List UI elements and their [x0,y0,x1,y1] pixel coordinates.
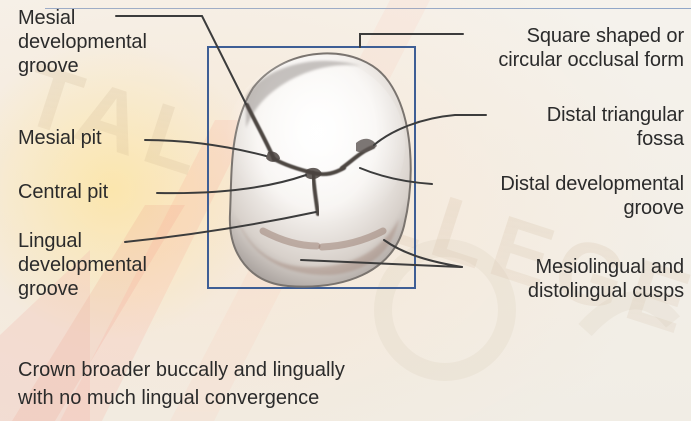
label-mesiolingual-distolingual-cusps-line1: Mesiolingual and [535,256,685,278]
label-central-pit: Central pit [18,181,109,203]
label-distal-triangular-fossa-line2: fossa [636,128,684,150]
label-square-shaped-occlusal-form-line1: Square shaped or [526,25,685,47]
leader-distal-triangular-fossa [373,114,487,146]
leader-cusps-1 [383,239,463,268]
leader-lingual-developmental-groove [124,211,317,243]
occlusal-outline-box [207,46,416,289]
label-lingual-developmental-groove: Lingual developmental groove [18,229,147,301]
label-mesial-developmental-groove-line1: Mesial [18,7,76,29]
caption-line2: with no much lingual convergence [18,387,320,409]
leader-central-pit [156,174,307,195]
buccal-ridge-shadow [246,60,361,128]
label-distal-triangular-fossa-line1: Distal triangular [546,104,684,126]
lingual-cusp-dip-right [318,227,387,251]
leader-mesial-pit [144,139,267,157]
label-mesial-developmental-groove: Mesial developmental groove [18,6,147,78]
label-square-shaped-occlusal-form-line2: circular occlusal form [498,49,684,71]
label-lingual-developmental-groove-line1: Lingual [18,230,82,252]
caption: Crown broader buccally and lingually wit… [18,356,488,412]
label-distal-developmental-groove-line1: Distal developmental [500,173,684,195]
lower-shadow [236,216,399,276]
label-mesial-pit: Mesial pit [18,127,102,149]
lingual-cusp-dip-left [259,227,321,250]
label-mesiolingual-distolingual-cusps-line2: distolingual cusps [527,280,684,302]
tooth-highlight [225,57,405,233]
mesial-pit-mark [266,151,280,162]
label-square-shaped-occlusal-form: Square shaped or circular occlusal form [422,24,684,72]
caption-line1: Crown broader buccally and lingually [18,359,345,381]
label-mesiolingual-distolingual-cusps: Mesiolingual and distolingual cusps [465,255,684,303]
label-lingual-developmental-groove-line3: groove [18,278,79,300]
distal-triangular-fossa-mark [356,138,377,153]
label-distal-triangular-fossa: Distal triangular fossa [485,103,684,151]
label-lingual-developmental-groove-line2: developmental [18,254,147,276]
leader-cusps-2 [300,259,463,268]
label-distal-developmental-groove: Distal developmental groove [430,172,684,220]
label-mesial-developmental-groove-line3: groove [18,55,79,77]
leader-square-shaped-occlusal-form [359,33,464,48]
leader-distal-developmental-groove [359,167,433,185]
label-mesial-developmental-groove-line2: developmental [18,31,147,53]
leader-mesial-developmental-groove [115,15,247,105]
label-distal-developmental-groove-line2: groove [623,197,684,219]
central-pit-mark [305,167,322,180]
